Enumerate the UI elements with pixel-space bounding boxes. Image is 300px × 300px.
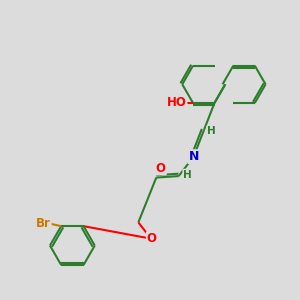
Text: HO: HO xyxy=(167,96,187,110)
Text: Br: Br xyxy=(36,217,51,230)
Text: N: N xyxy=(188,150,199,163)
Text: O: O xyxy=(156,161,166,175)
Text: O: O xyxy=(147,232,157,245)
Text: H: H xyxy=(183,169,192,180)
Text: H: H xyxy=(207,126,216,136)
